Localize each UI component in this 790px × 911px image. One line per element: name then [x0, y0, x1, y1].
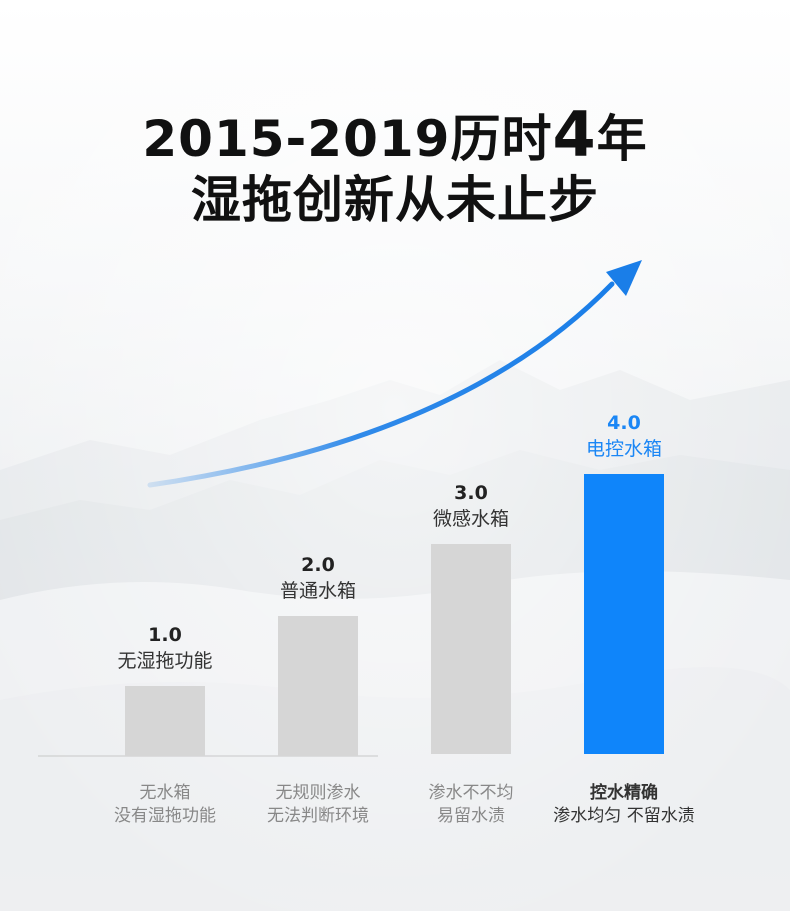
bar-1 [125, 686, 205, 756]
description-line: 渗水均匀 不留水渍 [553, 806, 695, 826]
description-line: 控水精确 [590, 783, 658, 803]
bar-description-2: 无规则渗水无法判断环境 [218, 782, 418, 828]
version-name: 普通水箱 [279, 580, 356, 602]
description-line: 无法判断环境 [267, 806, 369, 826]
version-number: 1.0 [148, 624, 182, 646]
bar-label-4: 4.0 电控水箱 [524, 412, 724, 461]
bar-4 [584, 474, 664, 754]
version-number: 3.0 [454, 482, 488, 504]
version-name: 电控水箱 [585, 438, 662, 460]
description-line: 无规则渗水 [275, 783, 361, 803]
bar-label-1: 1.0 无湿拖功能 [65, 624, 265, 673]
bar-description-3: 渗水不不均 易留水渍 [371, 782, 571, 828]
bar-label-2: 2.0 普通水箱 [218, 554, 418, 603]
headline-line-2: 湿拖创新从未止步 [191, 171, 599, 229]
description-line: 易留水渍 [437, 806, 505, 826]
growth-arrow-head [606, 260, 642, 296]
description-line: 没有湿拖功能 [114, 806, 216, 826]
headline-year-unit: 年 [596, 110, 648, 168]
bar-description-1: 无水箱 没有湿拖功能 [65, 782, 265, 828]
headline-line-1: 2015-2019历时4年 [0, 98, 790, 171]
description-line: 无水箱 [139, 783, 191, 803]
headline-years: 2015-2019历时 [142, 110, 553, 168]
bar-description-4: 控水精确渗水均匀 不留水渍 [524, 782, 724, 828]
bar-2 [278, 616, 358, 756]
bar-label-3: 3.0 微感水箱 [371, 482, 571, 531]
version-name: 微感水箱 [432, 508, 509, 530]
description-line: 渗水不不均 [428, 783, 514, 803]
version-number: 2.0 [301, 554, 335, 576]
version-number: 4.0 [607, 412, 641, 434]
bar-3 [431, 544, 511, 754]
growth-arrow-curve [147, 281, 615, 488]
version-name: 无湿拖功能 [117, 650, 213, 672]
headline-number: 4 [552, 98, 597, 171]
